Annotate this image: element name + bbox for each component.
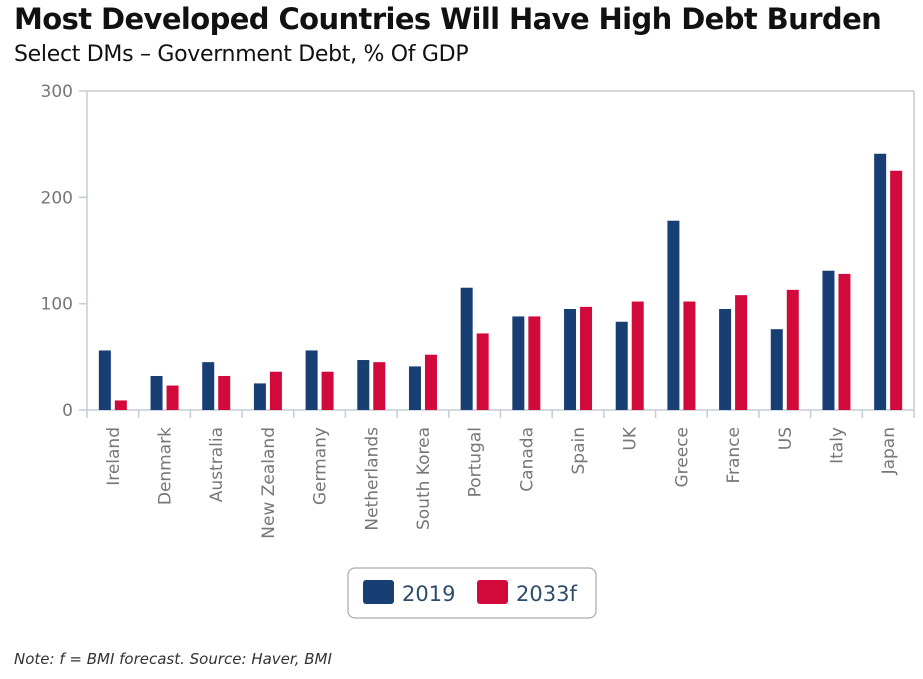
x-category-label: Denmark <box>156 427 176 505</box>
x-category-label: Japan <box>879 427 899 475</box>
x-category-label: France <box>724 427 744 484</box>
x-category-label: Spain <box>569 427 589 475</box>
y-tick-label: 300 <box>41 82 73 102</box>
x-category-label: Canada <box>517 427 537 492</box>
bar-portugal-2033f <box>476 333 489 410</box>
y-tick-label: 200 <box>41 188 73 208</box>
bar-uk-2019 <box>615 321 628 410</box>
bar-denmark-2019 <box>150 375 163 410</box>
bar-us-2019 <box>770 329 783 410</box>
bar-france-2019 <box>719 308 732 410</box>
bar-new-zealand-2019 <box>253 383 266 410</box>
bar-spain-2033f <box>580 306 593 410</box>
legend-label-2019: 2019 <box>402 582 455 606</box>
bar-netherlands-2019 <box>357 360 370 410</box>
legend-label-2033f: 2033f <box>516 582 577 606</box>
bars <box>98 153 903 410</box>
bar-japan-2019 <box>874 153 887 410</box>
bar-south-korea-2033f <box>424 354 437 410</box>
legend: 2019 2033f <box>347 567 597 619</box>
y-axis-ticks: 0 100 200 300 <box>41 82 87 421</box>
source-note: Note: f = BMI forecast. Source: Haver, B… <box>14 650 332 668</box>
bar-canada-2019 <box>512 316 525 410</box>
x-category-label: Netherlands <box>362 427 382 531</box>
bar-japan-2033f <box>890 170 903 410</box>
bar-australia-2033f <box>218 375 231 410</box>
x-category-label: South Korea <box>414 427 434 530</box>
x-category-label: Australia <box>207 427 227 502</box>
x-category-label: US <box>776 427 796 450</box>
bar-denmark-2033f <box>166 385 179 410</box>
y-tick-label: 100 <box>41 295 73 315</box>
bar-canada-2033f <box>528 316 541 410</box>
chart-subtitle: Select DMs – Government Debt, % Of GDP <box>14 42 469 67</box>
legend-box <box>347 567 597 619</box>
x-category-label: Portugal <box>466 427 486 497</box>
bar-australia-2019 <box>202 362 215 410</box>
x-axis-labels: Ireland Denmark Australia New Zealand German… <box>104 426 899 539</box>
chart-title: Most Developed Countries Will Have High … <box>14 2 882 36</box>
bar-ireland-2033f <box>114 400 127 410</box>
bar-italy-2033f <box>838 273 851 410</box>
bar-uk-2033f <box>631 301 644 410</box>
x-category-label: Italy <box>827 427 847 464</box>
bar-south-korea-2019 <box>408 366 421 410</box>
bar-italy-2019 <box>822 270 835 410</box>
bar-us-2033f <box>786 289 799 410</box>
bar-greece-2033f <box>683 301 696 410</box>
x-category-label: Ireland <box>104 427 124 486</box>
bar-portugal-2019 <box>460 287 473 410</box>
bar-new-zealand-2033f <box>269 371 282 410</box>
x-category-label: New Zealand <box>259 427 279 539</box>
x-category-label: UK <box>621 426 641 450</box>
bar-netherlands-2033f <box>373 362 386 410</box>
x-category-label: Greece <box>672 427 692 488</box>
x-category-label: Germany <box>311 427 331 505</box>
bar-germany-2033f <box>321 371 334 410</box>
bar-ireland-2019 <box>98 350 111 410</box>
legend-swatch-2033f <box>477 580 508 604</box>
legend-swatch-2019 <box>363 580 394 604</box>
y-tick-label: 0 <box>62 401 73 421</box>
bar-france-2033f <box>735 295 748 410</box>
bar-greece-2019 <box>667 220 680 410</box>
bar-germany-2019 <box>305 350 318 410</box>
bar-spain-2019 <box>564 308 577 410</box>
